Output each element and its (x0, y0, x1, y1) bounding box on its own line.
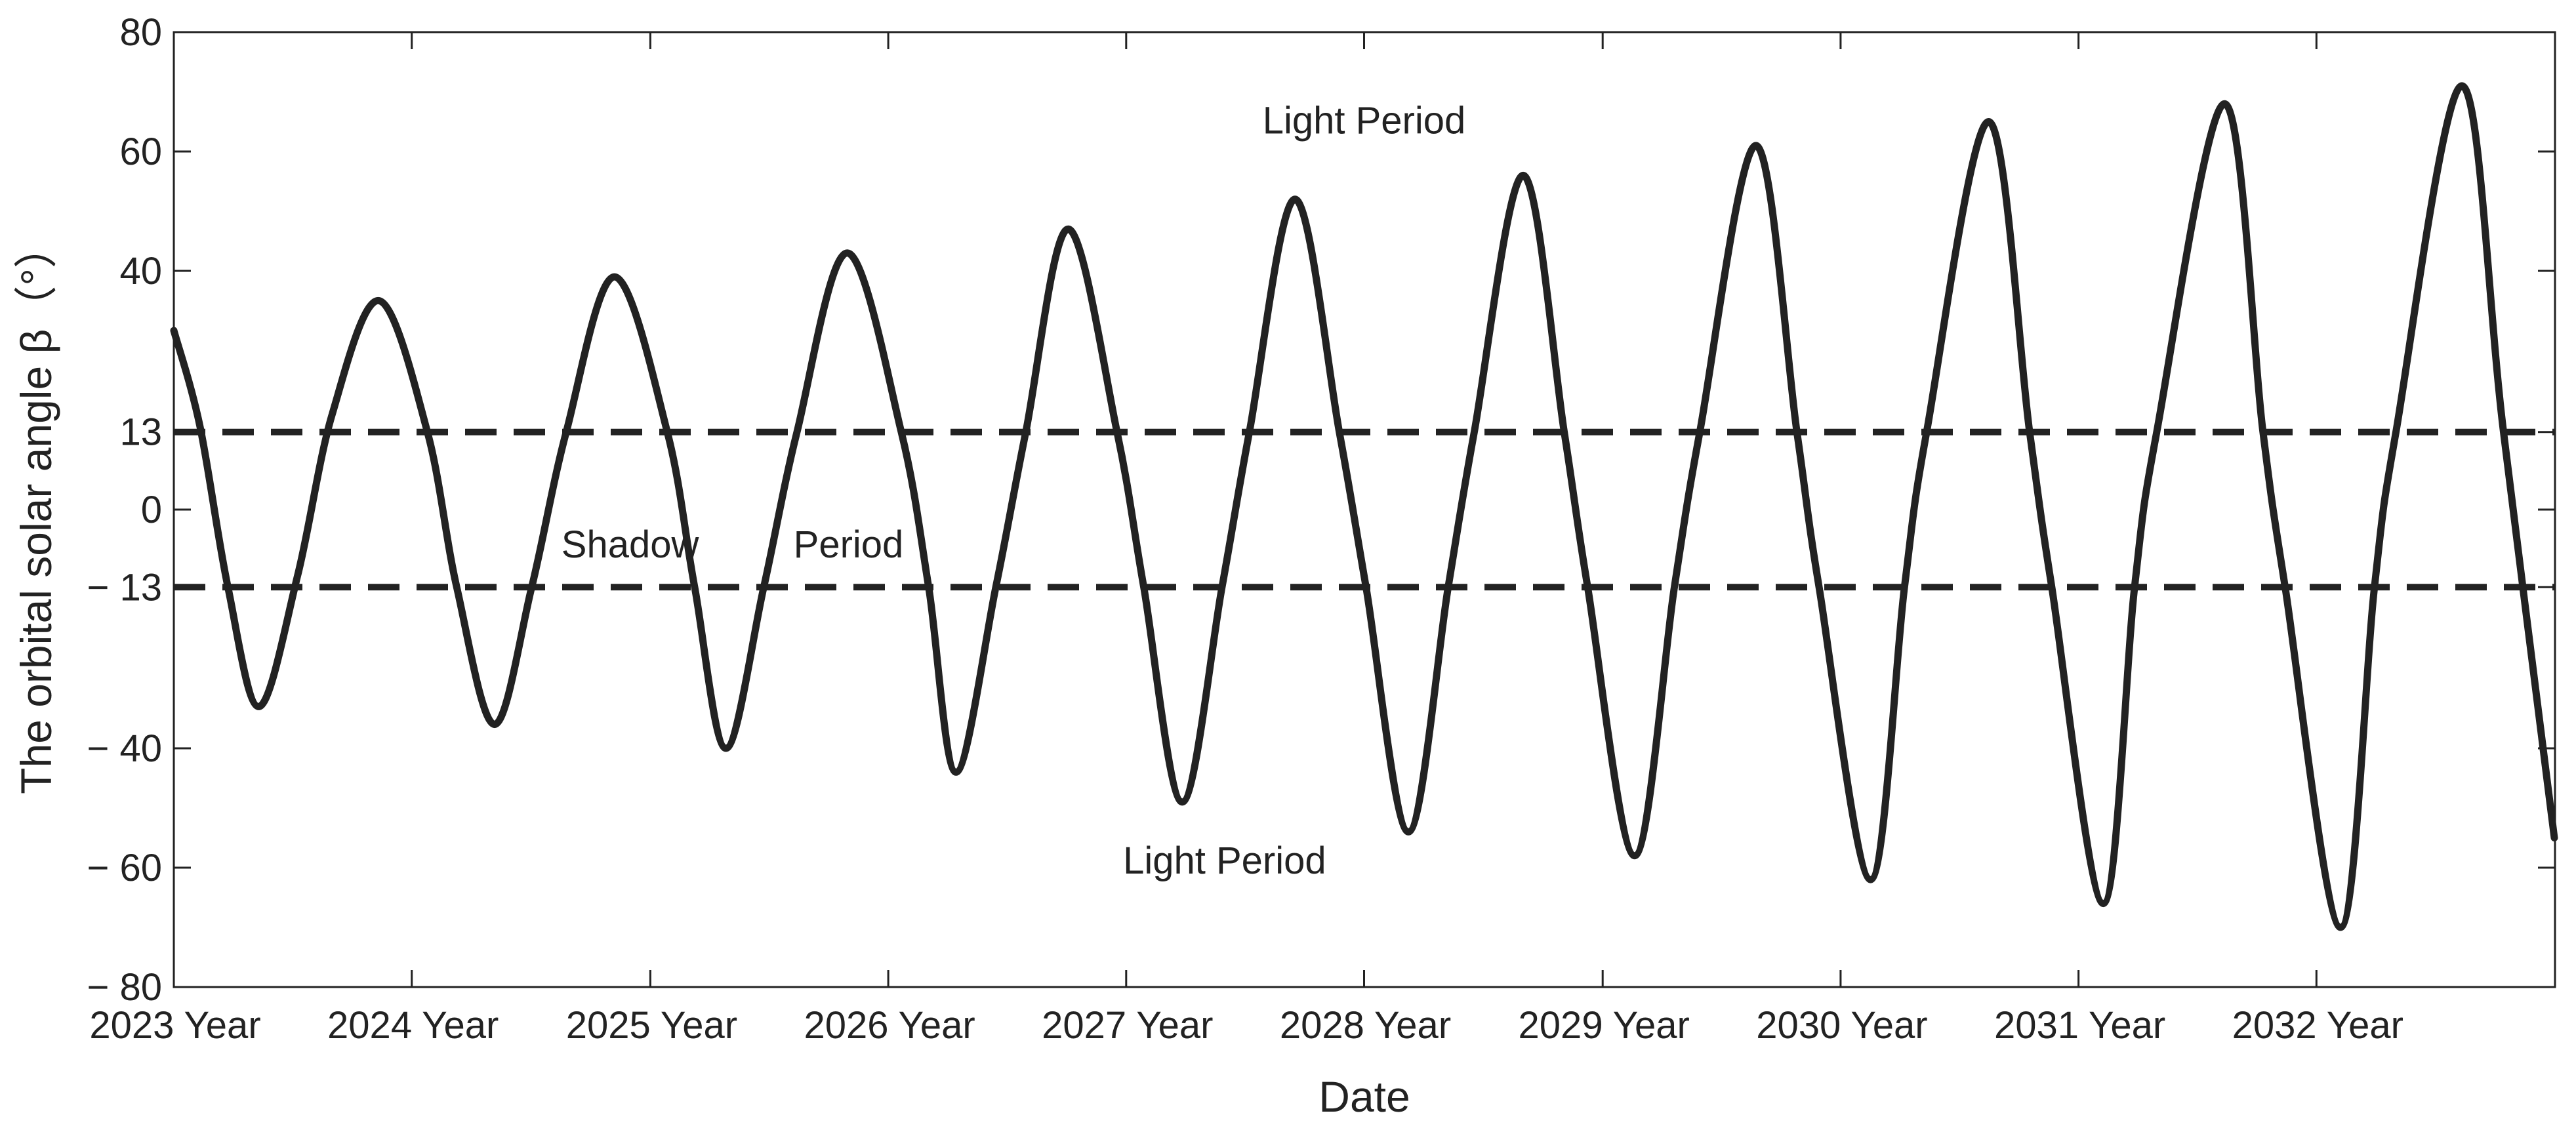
x-tick-labels: 2023 Year 2024 Year 2025 Year 2026 Year 2027… (89, 1004, 2403, 1047)
x-axis-title: Date (1319, 1072, 1410, 1121)
y-tick-labels: 80 60 40 13 0 − 13 − 40 − 60 − 80 (87, 11, 163, 1009)
y-tick-label: − 60 (87, 847, 163, 889)
x-tick-label: 2030 Year (1756, 1004, 1927, 1047)
y-tick-label: 13 (119, 411, 162, 454)
series-line (170, 82, 2558, 931)
x-tick-label: 2024 Year (327, 1004, 499, 1047)
y-tick-label: 0 (141, 489, 162, 531)
x-tick-label: 2028 Year (1280, 1004, 1451, 1047)
annotation-label: Light Period (1123, 839, 1326, 882)
ticks-group (173, 31, 2555, 988)
x-tick-label: 2031 Year (1994, 1004, 2165, 1047)
x-tick-label: 2023 Year (89, 1004, 260, 1047)
annotation-label: Light Period (1263, 100, 1466, 142)
annotation-label: Period (794, 523, 904, 566)
x-tick-label: 2026 Year (804, 1004, 975, 1047)
y-tick-label: 60 (119, 131, 162, 173)
x-tick-label: 2032 Year (2232, 1004, 2403, 1047)
x-tick-label: 2027 Year (1042, 1004, 1213, 1047)
y-tick-label: − 40 (87, 727, 163, 770)
y-axis-title: The orbital solar angle β（°） (12, 225, 60, 794)
y-tick-label: − 80 (87, 966, 163, 1009)
x-tick-label: 2025 Year (566, 1004, 737, 1047)
series-group (170, 82, 2558, 931)
x-tick-label: 2029 Year (1519, 1004, 1690, 1047)
y-tick-label: 40 (119, 250, 162, 293)
annotations-group: Light Period Light Period Shadow Period (562, 100, 1465, 882)
y-tick-label: − 13 (87, 566, 163, 609)
y-tick-label: 80 (119, 11, 162, 54)
annotation-label: Shadow (562, 523, 700, 566)
